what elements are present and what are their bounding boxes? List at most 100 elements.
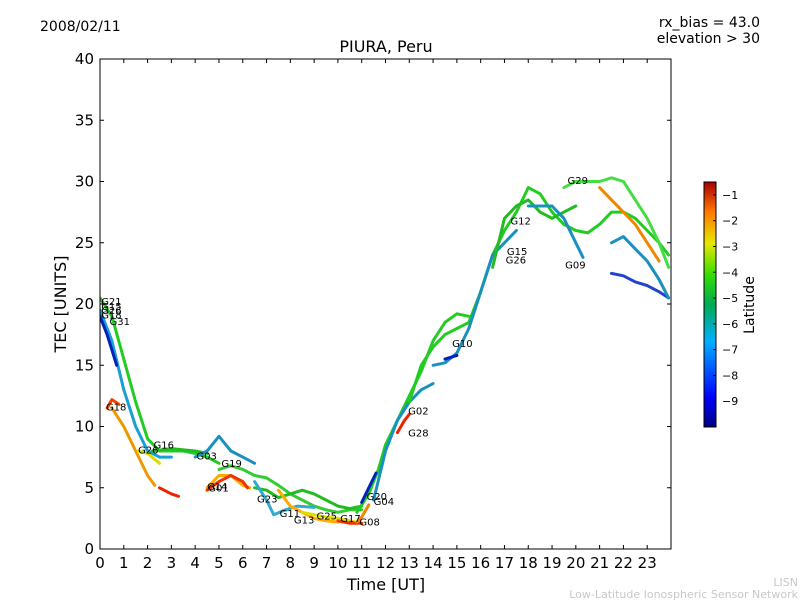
series-trace bbox=[253, 486, 364, 511]
elevation-label: elevation > 30 bbox=[657, 31, 760, 47]
x-tick-label: 13 bbox=[400, 554, 419, 572]
series-trace bbox=[100, 314, 119, 367]
satellite-label: G09 bbox=[565, 260, 585, 271]
bias-label: rx_bias = 43.0 bbox=[659, 15, 760, 31]
series-trace bbox=[105, 398, 121, 410]
series-trace bbox=[150, 447, 209, 455]
satellite-label: G25 bbox=[317, 512, 337, 523]
series-trace bbox=[372, 382, 435, 502]
satellite-label: G23 bbox=[257, 494, 277, 505]
x-tick-label: 4 bbox=[190, 554, 200, 572]
x-tick-label: 0 bbox=[95, 554, 105, 572]
series-trace bbox=[598, 186, 661, 263]
series-trace bbox=[276, 488, 340, 524]
x-tick-label: 6 bbox=[238, 554, 248, 572]
satellite-label: G13 bbox=[294, 515, 314, 526]
series-trace bbox=[110, 406, 157, 487]
x-tick-label: 1 bbox=[119, 554, 129, 572]
colorbar-tick-label: −4 bbox=[722, 266, 738, 279]
series-trace bbox=[193, 434, 257, 465]
satellite-label: G11 bbox=[280, 509, 300, 520]
x-tick-label: 12 bbox=[376, 554, 395, 572]
x-tick-label: 15 bbox=[447, 554, 466, 572]
x-tick-label: 3 bbox=[167, 554, 177, 572]
y-tick-label: 20 bbox=[75, 295, 94, 313]
x-tick-label: 9 bbox=[309, 554, 319, 572]
satellite-label: G26 bbox=[101, 306, 121, 317]
satellite-label: G19 bbox=[221, 459, 241, 470]
satellite-label: G28 bbox=[408, 428, 428, 439]
satellite-label: G03 bbox=[196, 452, 216, 463]
satellite-label: G31 bbox=[110, 317, 130, 328]
x-tick-label: 11 bbox=[352, 554, 371, 572]
colorbar-tick-label: −5 bbox=[722, 292, 738, 305]
y-tick-label: 25 bbox=[75, 234, 94, 252]
satellite-label: G18 bbox=[106, 403, 126, 414]
x-tick-label: 16 bbox=[471, 554, 490, 572]
series-layer bbox=[100, 176, 671, 525]
x-tick-label: 17 bbox=[495, 554, 514, 572]
y-tick-label: 30 bbox=[75, 173, 94, 191]
colorbar-tick-label: −7 bbox=[722, 344, 738, 357]
satellite-label: G08 bbox=[359, 518, 379, 529]
satellite-label: G26 bbox=[138, 445, 158, 456]
series-trace bbox=[336, 519, 364, 525]
colorbar-tick-label: −6 bbox=[722, 318, 738, 331]
x-tick-label: 20 bbox=[566, 554, 585, 572]
satellite-label: G01 bbox=[208, 483, 228, 494]
x-axis: 0 1 2 3 4 5 6 7 8 9 10 11 12 13 14 15 16 17 18 19 20 21 22 23 bbox=[95, 59, 657, 572]
series-trace bbox=[610, 271, 671, 300]
satellite-label: G17 bbox=[340, 514, 360, 525]
watermark-full: Low-Latitude Ionospheric Sensor Network bbox=[569, 588, 798, 600]
colorbar-tick-label: −3 bbox=[722, 240, 738, 253]
satellite-label: G21 bbox=[101, 297, 121, 308]
x-axis-label: Time [UT] bbox=[346, 575, 425, 594]
chart-title: PIURA, Peru bbox=[339, 37, 432, 56]
series-trace bbox=[355, 503, 371, 524]
date-label: 2008/02/11 bbox=[40, 19, 121, 35]
satellite-label: G20 bbox=[366, 492, 386, 503]
series-trace bbox=[300, 510, 364, 525]
series-trace bbox=[610, 235, 671, 300]
y-axis: 0 5 10 15 20 25 30 35 40 bbox=[75, 50, 671, 558]
x-tick-label: 19 bbox=[542, 554, 561, 572]
colorbar-tick-label: −9 bbox=[722, 395, 738, 408]
x-tick-label: 18 bbox=[519, 554, 538, 572]
watermark-short: LISN bbox=[773, 576, 798, 589]
satellite-label: G04 bbox=[374, 497, 394, 508]
series-trace bbox=[443, 353, 459, 361]
y-tick-label: 5 bbox=[84, 479, 94, 497]
satellite-label: G10 bbox=[452, 339, 472, 350]
series-trace bbox=[526, 204, 585, 259]
sat-label-layer: G21G15G26G18G31G18G26G16G03G19G14G01G23G… bbox=[101, 176, 588, 529]
y-tick-label: 15 bbox=[75, 356, 94, 374]
satellite-label: G12 bbox=[510, 216, 530, 227]
colorbar-tick-label: −2 bbox=[722, 215, 738, 228]
satellite-label: G15 bbox=[507, 247, 527, 258]
x-tick-label: 7 bbox=[262, 554, 272, 572]
colorbar-tick-label: −8 bbox=[722, 369, 738, 382]
x-tick-label: 14 bbox=[424, 554, 443, 572]
series-trace bbox=[158, 486, 180, 498]
satellite-label: G29 bbox=[568, 176, 588, 187]
colorbar-label: Latitude bbox=[742, 276, 758, 334]
colorbar-ticks: −9 −8 −7 −6 −5 −4 −3 −2 −1 bbox=[713, 189, 738, 408]
y-tick-label: 35 bbox=[75, 111, 94, 129]
satellite-label: G14 bbox=[207, 482, 227, 493]
series-trace bbox=[253, 480, 316, 517]
series-trace bbox=[431, 229, 518, 367]
series-trace bbox=[136, 449, 161, 465]
plot-background bbox=[100, 59, 671, 549]
colorbar-tick-label: −1 bbox=[722, 189, 738, 202]
colorbar bbox=[703, 181, 717, 428]
y-axis-label: TEC [UNITS] bbox=[51, 256, 70, 354]
satellite-label: G15 bbox=[101, 302, 121, 313]
y-tick-label: 40 bbox=[75, 50, 94, 68]
series-trace bbox=[360, 471, 378, 504]
x-tick-label: 8 bbox=[286, 554, 296, 572]
series-trace bbox=[395, 412, 411, 435]
x-tick-label: 22 bbox=[614, 554, 633, 572]
y-tick-label: 0 bbox=[84, 540, 94, 558]
x-tick-label: 23 bbox=[638, 554, 657, 572]
